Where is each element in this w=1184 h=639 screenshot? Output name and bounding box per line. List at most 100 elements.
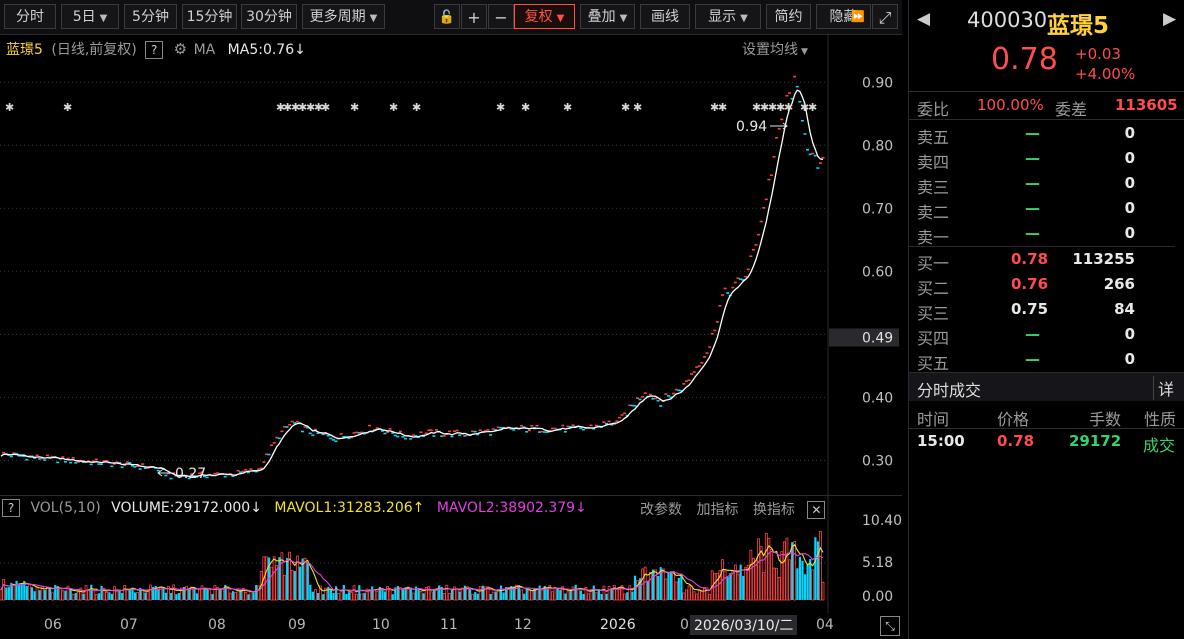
volume-bar — [316, 592, 320, 600]
volume-bar — [259, 570, 263, 601]
more-period-dropdown[interactable]: 更多周期 ▼ — [302, 4, 385, 29]
event-marker[interactable]: ✱ — [350, 101, 359, 114]
event-marker[interactable]: ✱ — [5, 101, 14, 114]
event-marker[interactable]: ✱ — [752, 101, 761, 114]
simple-button[interactable]: 简约 — [766, 4, 811, 29]
tab-15min[interactable]: 15分钟 — [182, 4, 237, 29]
volume-bar — [744, 566, 748, 601]
ticks-detail-button[interactable]: 详 — [1153, 376, 1174, 400]
next-stock-button[interactable]: ▶ — [1163, 9, 1177, 29]
volume-bar — [112, 586, 116, 601]
fullscreen-icon[interactable]: ⤢ — [872, 4, 898, 29]
set-ma-button[interactable]: 设置均线 ▼ — [742, 39, 808, 59]
event-marker[interactable]: ✱ — [718, 101, 727, 114]
adjust-dropdown[interactable]: 复权 ▼ — [514, 4, 575, 29]
volume-help-button[interactable]: ? — [2, 499, 20, 517]
event-marker[interactable]: ✱ — [776, 101, 785, 114]
volume-bar — [626, 592, 629, 600]
tab-5day[interactable]: 5日 ▼ — [61, 4, 119, 29]
event-marker[interactable]: ✱ — [784, 101, 793, 114]
event-marker[interactable]: ✱ — [521, 101, 530, 114]
volume-bar — [149, 584, 152, 601]
bid-row[interactable]: 买五 — 0 — [909, 348, 1184, 373]
prev-stock-button[interactable]: ◀ — [917, 9, 931, 29]
event-marker[interactable]: ✱ — [283, 101, 292, 114]
volume-bar — [814, 537, 817, 600]
display-dropdown[interactable]: 显示 ▼ — [695, 4, 761, 29]
event-marker[interactable]: ✱ — [633, 101, 642, 114]
event-marker[interactable]: ✱ — [412, 101, 421, 114]
event-marker[interactable]: ✱ — [306, 101, 315, 114]
bid-row[interactable]: 买二 0.76 266 — [909, 273, 1184, 298]
volume-bar — [375, 591, 379, 601]
event-marker[interactable]: ✱ — [621, 101, 630, 114]
volume-bar — [486, 586, 490, 601]
zoom-out-icon[interactable]: − — [488, 4, 514, 29]
ask-row[interactable]: 卖五 — 0 — [909, 122, 1184, 147]
tab-fenshi[interactable]: 分时 — [4, 4, 56, 29]
volume-bar — [105, 591, 109, 601]
event-marker[interactable]: ✱ — [314, 101, 323, 114]
volume-bar — [525, 588, 528, 600]
event-marker[interactable]: ✱ — [496, 101, 505, 114]
volume-chart[interactable]: 10.40 5.18 0.00 — [0, 496, 902, 613]
event-marker[interactable]: ✱ — [291, 101, 300, 114]
ask-row[interactable]: 卖二 — 0 — [909, 197, 1184, 222]
event-marker[interactable]: ✱ — [298, 101, 307, 114]
level-price: 0.78 — [1011, 250, 1049, 268]
volume-bar — [396, 586, 400, 600]
event-marker[interactable]: ✱ — [276, 101, 285, 114]
lock-icon[interactable]: 🔓 — [434, 4, 460, 29]
expand-icon[interactable]: ⤡ — [880, 616, 900, 636]
event-marker[interactable]: ✱ — [710, 101, 719, 114]
ask-row[interactable]: 卖一 — 0 — [909, 222, 1184, 247]
level-volume: 0 — [1124, 174, 1135, 192]
volume-bar — [816, 541, 820, 600]
ma-label[interactable]: MA — [193, 42, 216, 58]
hide-button[interactable]: 隐藏 — [816, 4, 871, 29]
add-indicator-button[interactable]: 加指标 — [696, 502, 739, 518]
volume-bar — [466, 586, 469, 601]
volume-bar — [301, 558, 304, 600]
volume-bar — [2, 579, 5, 601]
volume-bar — [507, 586, 511, 601]
gear-icon[interactable]: ⚙ — [173, 40, 188, 58]
draw-line-button[interactable]: 画线 — [640, 4, 690, 29]
volume-bar — [631, 591, 634, 600]
ask-row[interactable]: 卖三 — 0 — [909, 172, 1184, 197]
double-chevron-right-icon[interactable]: ⏩ — [851, 10, 865, 23]
zoom-in-icon[interactable]: + — [461, 4, 487, 29]
volume-bar — [602, 585, 606, 601]
bid-row[interactable]: 买一 0.78 113255 — [909, 248, 1184, 273]
tab-5min[interactable]: 5分钟 — [124, 4, 177, 29]
overlay-dropdown[interactable]: 叠加 ▼ — [580, 4, 635, 29]
event-marker[interactable]: ✱ — [63, 101, 72, 114]
close-icon[interactable]: ✕ — [807, 501, 826, 519]
volume-bar — [582, 593, 585, 600]
volume-bar — [556, 588, 559, 600]
help-button[interactable]: ? — [145, 41, 164, 59]
switch-indicator-button[interactable]: 换指标 — [752, 502, 795, 518]
bid-row[interactable]: 买三 0.75 84 — [909, 298, 1184, 323]
ask-row[interactable]: 卖四 — 0 — [909, 147, 1184, 172]
event-marker[interactable]: ✱ — [768, 101, 777, 114]
volume-bar — [206, 589, 209, 600]
tab-30min[interactable]: 30分钟 — [241, 4, 297, 29]
vol-indicator-label[interactable]: VOL(5,10) — [30, 500, 101, 516]
change-params-button[interactable]: 改参数 — [640, 502, 682, 518]
volume-bar — [179, 587, 183, 601]
event-marker[interactable]: ✱ — [760, 101, 769, 114]
event-marker[interactable]: ✱ — [389, 101, 398, 114]
volume-bar — [337, 593, 340, 601]
x-tick-label: 11 — [440, 617, 458, 633]
volume-bar — [639, 578, 642, 600]
volume-bar — [51, 592, 54, 601]
volume-bar — [278, 557, 281, 600]
volume-bar — [12, 584, 16, 601]
event-marker[interactable]: ✱ — [321, 101, 330, 114]
event-marker[interactable]: ✱ — [563, 101, 572, 114]
event-marker[interactable]: ✱ — [800, 101, 809, 114]
bid-row[interactable]: 买四 — 0 — [909, 323, 1184, 348]
price-chart[interactable]: 0.90 0.80 0.70 0.60 0.40 0.30 0.49 ✱ ✱ ✱ ✱ ✱ ✱ ✱ ✱ ✱ ✱ ✱ ✱… — [0, 35, 902, 495]
event-marker[interactable]: ✱ — [808, 101, 817, 114]
